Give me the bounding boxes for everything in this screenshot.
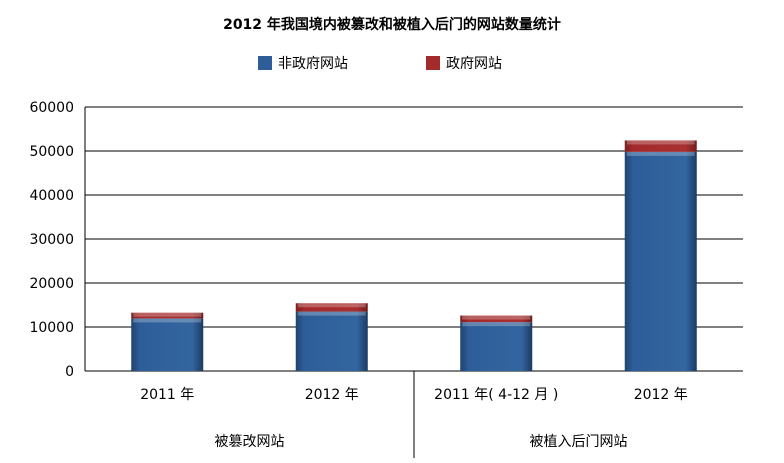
chart-title: 2012 年我国境内被篡改和被植入后门的网站数量统计 bbox=[223, 17, 561, 33]
y-tick-label: 10000 bbox=[29, 320, 74, 336]
legend-swatch-non-government bbox=[258, 56, 272, 70]
y-tick-label: 40000 bbox=[29, 188, 74, 204]
bar-government bbox=[131, 312, 204, 319]
y-tick-label: 50000 bbox=[29, 144, 74, 160]
y-tick-label: 30000 bbox=[29, 232, 74, 248]
bar-government-highlight bbox=[297, 303, 366, 308]
y-tick-label: 0 bbox=[65, 364, 74, 380]
bar-non-government-highlight bbox=[297, 311, 366, 316]
bar-non-government-highlight bbox=[133, 318, 202, 323]
bar-government-highlight bbox=[626, 140, 695, 145]
bar-government bbox=[624, 140, 697, 152]
x-tick-label: 2012 年 bbox=[634, 387, 688, 403]
bar-non-government bbox=[460, 322, 533, 371]
bar-non-government bbox=[131, 318, 204, 371]
x-tick-label: 2011 年 bbox=[140, 387, 194, 403]
x-tick-label: 2011 年( 4-12 月 ) bbox=[434, 387, 558, 403]
group-label: 被植入后门网站 bbox=[530, 434, 628, 450]
legend-label: 政府网站 bbox=[446, 56, 502, 72]
legend-label: 非政府网站 bbox=[278, 56, 348, 72]
x-tick-label: 2012 年 bbox=[305, 387, 359, 403]
y-tick-label: 20000 bbox=[29, 276, 74, 292]
bar-non-government-highlight bbox=[626, 151, 695, 156]
group-label: 被篡改网站 bbox=[215, 433, 285, 450]
legend-swatch-government bbox=[426, 56, 440, 70]
bar-non-government bbox=[624, 151, 697, 371]
bar-government-highlight bbox=[133, 312, 202, 317]
bar-government bbox=[295, 303, 368, 312]
bar-government bbox=[460, 315, 533, 323]
bar-non-government-highlight bbox=[462, 322, 531, 327]
bar-government-highlight bbox=[462, 315, 531, 320]
bar-non-government bbox=[295, 311, 368, 371]
y-tick-label: 60000 bbox=[29, 100, 74, 116]
